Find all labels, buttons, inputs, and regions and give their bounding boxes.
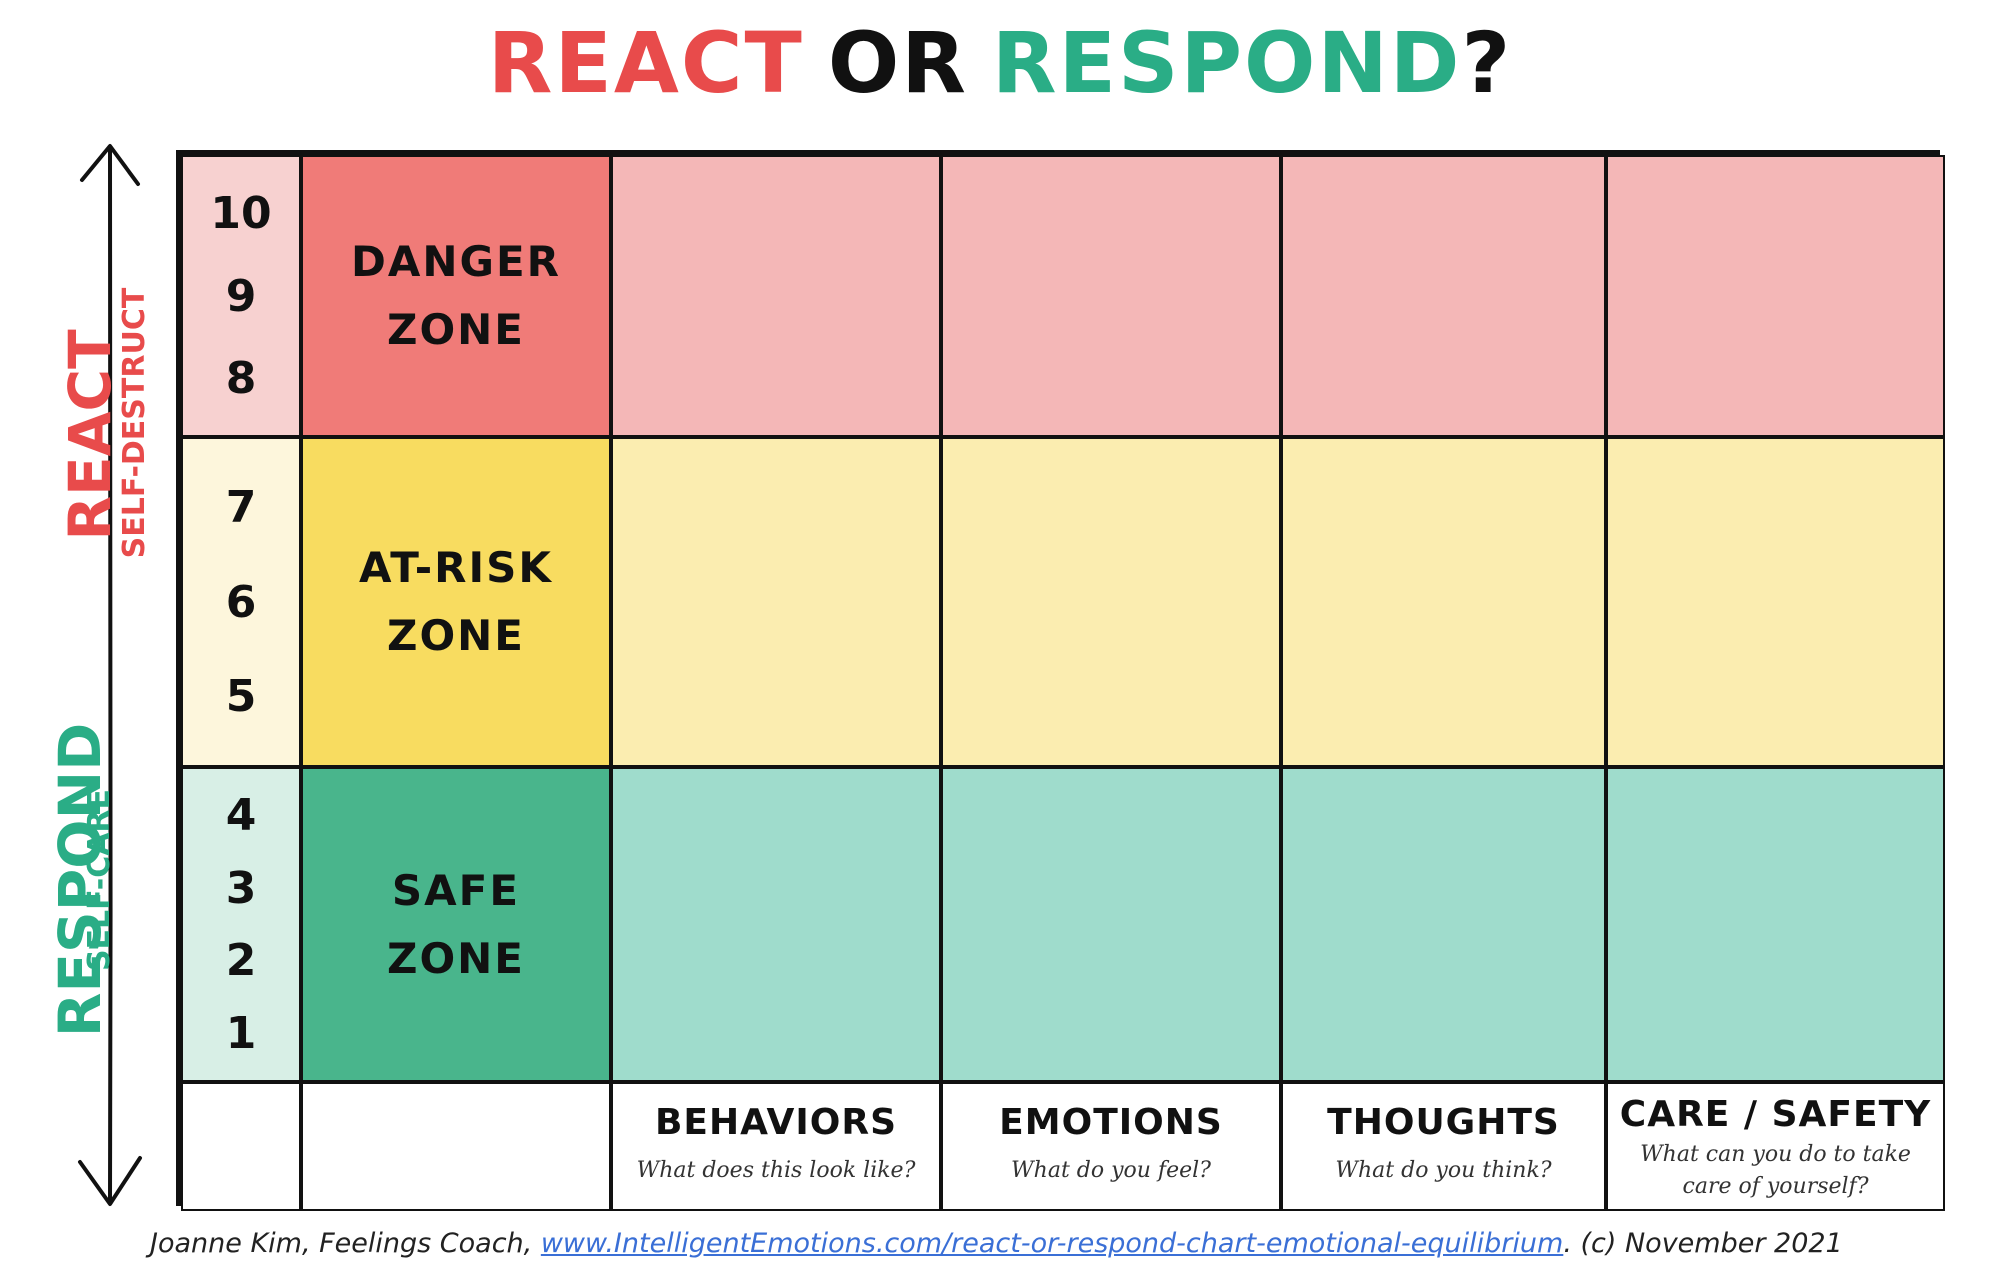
- zone-label: ZONE: [387, 305, 525, 354]
- level-number: 7: [225, 482, 257, 534]
- safe-thoughts-cell[interactable]: [1281, 767, 1606, 1082]
- level-number: 9: [225, 270, 257, 322]
- column-heading: CARE / SAFETY: [1619, 1094, 1932, 1135]
- axis-label-self-care: SELF-CARE: [82, 788, 117, 972]
- footer-credit: Joanne Kim, Feelings Coach, www.Intellig…: [150, 1228, 1870, 1268]
- at-risk-emotions-cell[interactable]: [941, 437, 1281, 767]
- title-or: OR: [827, 14, 968, 112]
- level-number: 5: [225, 670, 257, 722]
- safe-level-cell: 4 3 2 1: [181, 767, 301, 1082]
- column-header-care-safety: CARE / SAFETY What can you do to take ca…: [1606, 1082, 1945, 1211]
- level-number: 1: [225, 1007, 257, 1059]
- double-arrow-icon: [78, 144, 142, 1206]
- footer-suffix: . (c) November 2021: [1563, 1228, 1843, 1259]
- danger-behaviors-cell[interactable]: [611, 155, 941, 437]
- title-respond: RESPOND: [991, 14, 1462, 112]
- title-question-mark: ?: [1461, 14, 1513, 112]
- safe-emotions-cell[interactable]: [941, 767, 1281, 1082]
- column-header-emotions: EMOTIONS What do you feel?: [941, 1082, 1281, 1211]
- danger-level-cell: 10 9 8: [181, 155, 301, 437]
- column-question: What do you think?: [1335, 1158, 1552, 1183]
- at-risk-behaviors-cell[interactable]: [611, 437, 941, 767]
- at-risk-level-cell: 7 6 5: [181, 437, 301, 767]
- zone-label: ZONE: [387, 933, 525, 983]
- column-header-behaviors: BEHAVIORS What does this look like?: [611, 1082, 941, 1211]
- column-header-thoughts: THOUGHTS What do you think?: [1281, 1082, 1606, 1211]
- zone-label: AT-RISK: [359, 543, 553, 592]
- axis-label-self-destruct: SELF-DESTRUCT: [117, 287, 152, 559]
- safe-zone-cell: SAFE ZONE: [301, 767, 611, 1082]
- danger-emotions-cell[interactable]: [941, 155, 1281, 437]
- title-react: REACT: [487, 14, 804, 112]
- empty-zone-header-cell: [301, 1082, 611, 1211]
- level-number: 6: [225, 576, 257, 628]
- zone-label: SAFE: [391, 865, 521, 915]
- level-number: 8: [225, 352, 257, 404]
- column-heading: BEHAVIORS: [654, 1102, 898, 1143]
- safe-care-cell[interactable]: [1606, 767, 1945, 1082]
- empty-corner-cell: [181, 1082, 301, 1211]
- page-title: REACT OR RESPOND?: [0, 8, 2000, 118]
- column-heading: EMOTIONS: [999, 1102, 1223, 1143]
- danger-care-cell[interactable]: [1606, 155, 1945, 437]
- at-risk-zone-cell: AT-RISK ZONE: [301, 437, 611, 767]
- column-question: What do you feel?: [1011, 1158, 1211, 1183]
- danger-thoughts-cell[interactable]: [1281, 155, 1606, 437]
- level-number: 3: [225, 862, 257, 914]
- level-number: 10: [210, 188, 272, 240]
- zone-label: ZONE: [387, 611, 525, 660]
- column-question: What does this look like?: [636, 1158, 916, 1183]
- column-question: What can you do to take care of yourself…: [1640, 1142, 1911, 1199]
- zone-label: DANGER: [350, 237, 562, 286]
- safe-behaviors-cell[interactable]: [611, 767, 941, 1082]
- danger-zone-cell: DANGER ZONE: [301, 155, 611, 437]
- footer-link[interactable]: www.IntelligentEmotions.com/react-or-res…: [540, 1228, 1564, 1259]
- column-heading: THOUGHTS: [1327, 1102, 1560, 1143]
- react-respond-chart-grid: 10 9 8 DANGER ZONE 7 6 5 AT-RISK ZONE 4: [176, 150, 1945, 1211]
- level-number: 4: [225, 790, 257, 842]
- footer-prefix: Joanne Kim, Feelings Coach,: [150, 1228, 541, 1259]
- at-risk-thoughts-cell[interactable]: [1281, 437, 1606, 767]
- at-risk-care-cell[interactable]: [1606, 437, 1945, 767]
- level-number: 2: [225, 935, 257, 987]
